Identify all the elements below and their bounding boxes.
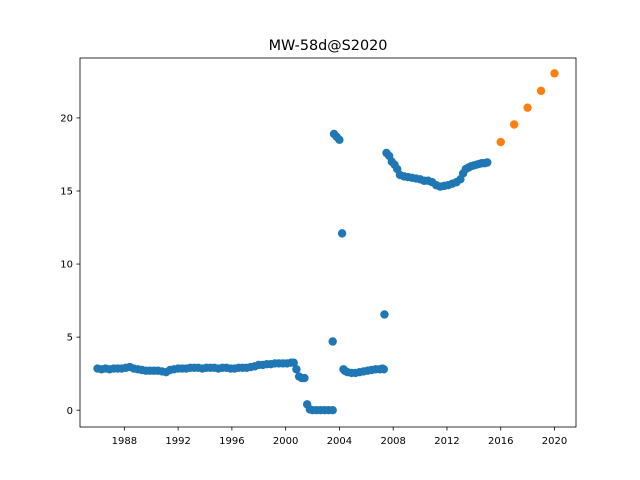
data-point bbox=[328, 337, 337, 346]
y-tick-label: 20 bbox=[60, 114, 73, 125]
data-point bbox=[536, 86, 546, 96]
data-point bbox=[496, 137, 505, 147]
data-point bbox=[483, 158, 492, 167]
y-tick-label: 10 bbox=[60, 260, 73, 271]
data-point bbox=[328, 405, 337, 415]
data-point bbox=[523, 103, 532, 112]
x-tick-label: 1988 bbox=[112, 436, 137, 447]
y-tick-label: 0 bbox=[67, 406, 73, 417]
data-point bbox=[292, 365, 301, 374]
x-tick-label: 1996 bbox=[219, 436, 244, 447]
data-point bbox=[300, 373, 309, 383]
data-point bbox=[380, 310, 389, 319]
plot-area: 1988 1992 1996 2000 2004 2008 2012 2016 2020 0 5 10… bbox=[60, 57, 577, 447]
data-point bbox=[550, 69, 559, 78]
chart-title: MW-58d@S2020 bbox=[269, 38, 388, 54]
x-tick-label: 2008 bbox=[380, 436, 405, 447]
x-tick-label: 2012 bbox=[434, 436, 459, 447]
data-point bbox=[289, 358, 298, 367]
y-tick-label: 5 bbox=[67, 333, 73, 344]
x-tick-label: 2020 bbox=[542, 436, 567, 447]
x-tick-label: 2004 bbox=[327, 436, 352, 447]
axes-frame bbox=[79, 57, 577, 428]
y-tick-label: 15 bbox=[60, 187, 73, 198]
data-point bbox=[509, 120, 519, 129]
data-point bbox=[379, 365, 388, 374]
x-tick-label: 2000 bbox=[273, 436, 298, 447]
data-point bbox=[335, 135, 344, 145]
x-tick-label: 2016 bbox=[488, 436, 513, 447]
x-tick-label: 1992 bbox=[165, 436, 190, 447]
data-point bbox=[337, 229, 347, 238]
